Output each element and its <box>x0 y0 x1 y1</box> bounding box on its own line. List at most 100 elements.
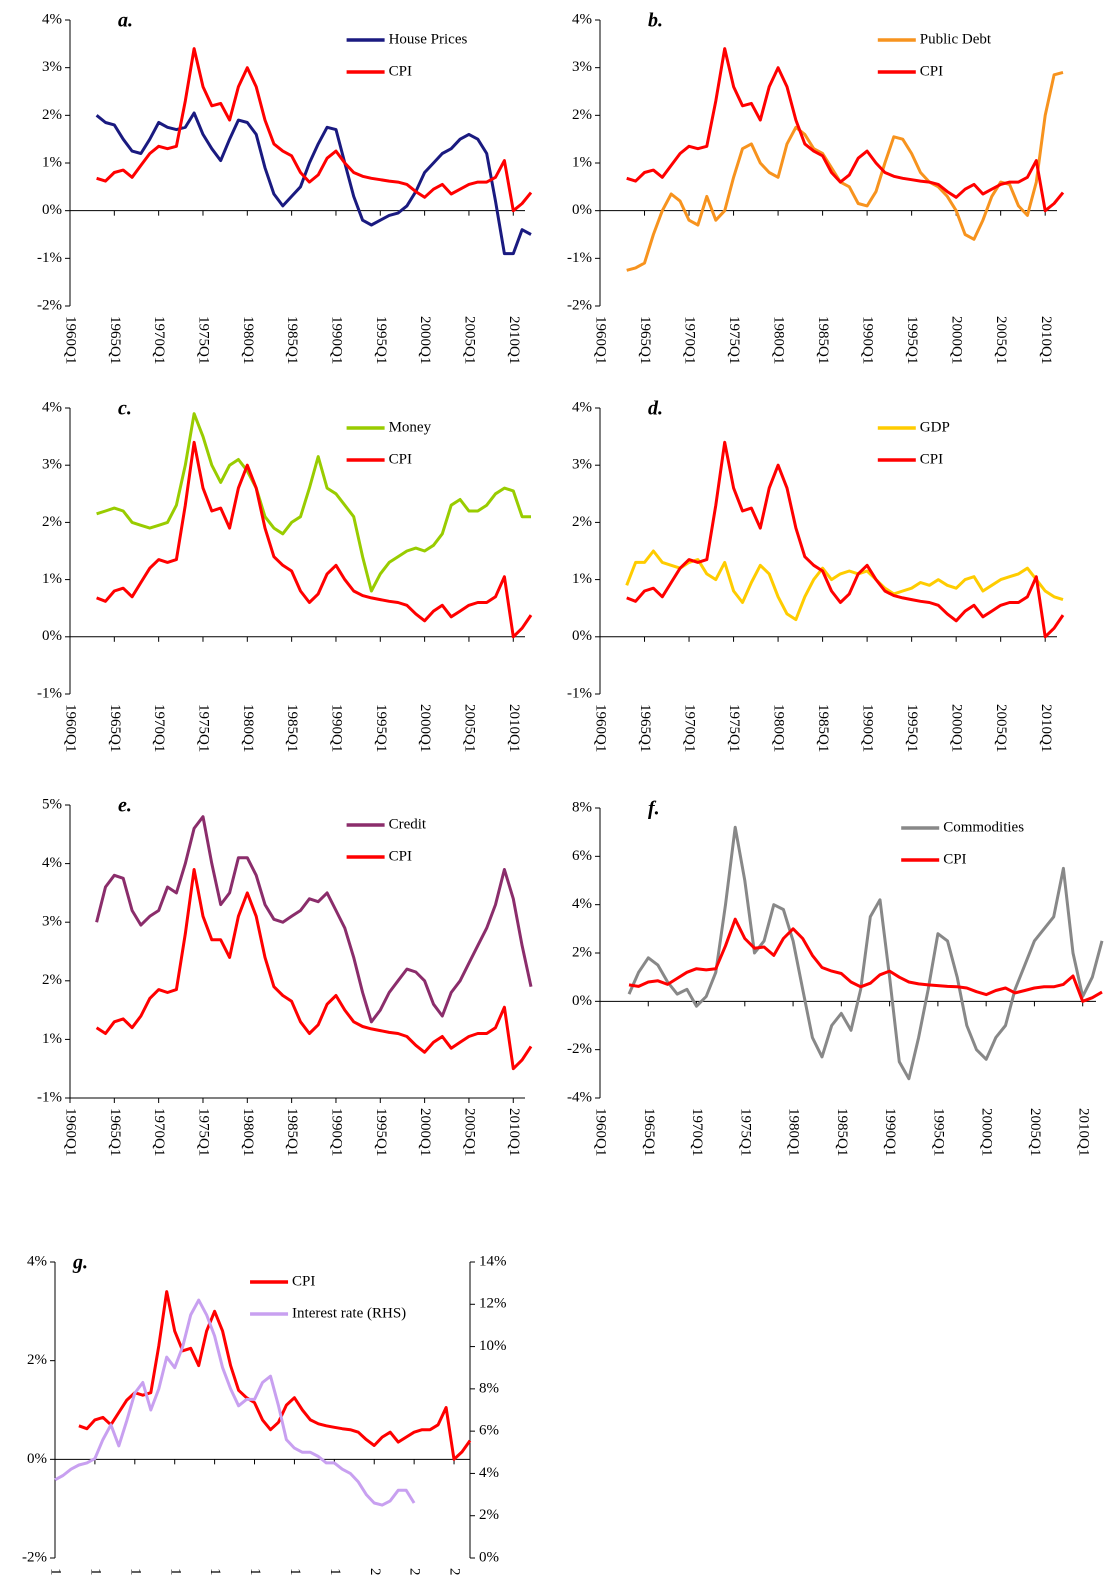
legend-label: CPI <box>389 848 412 864</box>
legend-label: CPI <box>920 451 943 467</box>
x-tick-label: 1990Q1 <box>287 1568 303 1575</box>
y-tick-label: -1% <box>567 685 592 701</box>
x-tick-label: 1995Q1 <box>327 1568 343 1575</box>
legend-label: GDP <box>920 419 950 435</box>
x-tick-label: 1990Q1 <box>329 316 345 364</box>
y2-tick-label: 12% <box>479 1296 507 1312</box>
x-tick-label: 1980Q1 <box>240 1108 256 1156</box>
series-line <box>626 70 1064 272</box>
x-tick-label: 1980Q1 <box>786 1108 802 1156</box>
y-tick-label: 3% <box>42 914 62 930</box>
x-tick-label: 1980Q1 <box>207 1568 223 1575</box>
x-tick-label: 2010Q1 <box>506 316 522 364</box>
y-tick-label: 2% <box>27 1352 47 1368</box>
legend-label: Money <box>389 419 432 435</box>
x-tick-label: 1975Q1 <box>196 1108 212 1156</box>
y2-tick-label: 6% <box>479 1423 499 1439</box>
y-tick-label: 2% <box>572 514 592 530</box>
x-tick-label: 1965Q1 <box>637 704 653 752</box>
x-tick-label: 1980Q1 <box>240 316 256 364</box>
x-tick-label: 1965Q1 <box>87 1568 103 1575</box>
panel-label: g. <box>72 1252 88 1274</box>
x-tick-label: 2000Q1 <box>979 1108 995 1156</box>
y-tick-label: 4% <box>572 399 592 415</box>
y-tick-label: -1% <box>567 250 592 266</box>
x-tick-label: 1985Q1 <box>815 704 831 752</box>
y-tick-label: -1% <box>37 250 62 266</box>
panel-label: c. <box>118 398 132 420</box>
x-tick-label: 1995Q1 <box>373 316 389 364</box>
series-line <box>54 1298 416 1507</box>
x-tick-label: 1960Q1 <box>593 1108 609 1156</box>
x-tick-label: 2010Q1 <box>1038 316 1054 364</box>
x-tick-label: 2005Q1 <box>993 316 1009 364</box>
legend-label: Commodities <box>943 819 1024 835</box>
y-tick-label: 3% <box>42 59 62 75</box>
x-tick-label: 1995Q1 <box>930 1108 946 1156</box>
y-tick-label: 3% <box>572 59 592 75</box>
y-tick-label: 1% <box>42 1031 62 1047</box>
y2-tick-label: 8% <box>479 1380 499 1396</box>
x-tick-label: 1985Q1 <box>815 316 831 364</box>
x-tick-label: 1970Q1 <box>151 1108 167 1156</box>
y-tick-label: -4% <box>567 1089 592 1105</box>
y-tick-label: 5% <box>42 796 62 812</box>
y2-tick-label: 14% <box>479 1253 507 1269</box>
x-tick-label: 2000Q1 <box>417 316 433 364</box>
y-tick-label: 4% <box>572 896 592 912</box>
x-tick-label: 1975Q1 <box>726 316 742 364</box>
x-tick-label: 1960Q1 <box>63 704 79 752</box>
x-tick-label: 2010Q1 <box>506 704 522 752</box>
x-tick-label: 1985Q1 <box>284 1108 300 1156</box>
legend-label: CPI <box>389 451 412 467</box>
x-tick-label: 1970Q1 <box>127 1568 143 1575</box>
legend-label: CPI <box>292 1273 315 1289</box>
x-tick-label: 2005Q1 <box>462 1108 478 1156</box>
series-line <box>95 868 533 1071</box>
y-tick-label: 2% <box>42 972 62 988</box>
y-tick-label: 0% <box>42 202 62 218</box>
series-line <box>96 47 533 213</box>
y-tick-label: 1% <box>572 571 592 587</box>
y-tick-label: 4% <box>42 855 62 871</box>
legend-label: House Prices <box>389 31 468 47</box>
x-tick-label: 1970Q1 <box>151 316 167 364</box>
y-tick-label: -2% <box>567 297 592 313</box>
series-line <box>78 1290 472 1461</box>
legend-label: Public Debt <box>920 31 992 47</box>
x-tick-label: 2000Q1 <box>417 1108 433 1156</box>
y-tick-label: 2% <box>42 514 62 530</box>
x-tick-label: 2000Q1 <box>367 1568 383 1575</box>
x-tick-label: 1995Q1 <box>373 704 389 752</box>
x-tick-label: 1960Q1 <box>48 1568 64 1575</box>
x-tick-label: 1965Q1 <box>641 1108 657 1156</box>
x-tick-label: 1965Q1 <box>107 316 123 364</box>
y-tick-label: -1% <box>37 685 62 701</box>
y-tick-label: -1% <box>37 1089 62 1105</box>
x-tick-label: 1960Q1 <box>593 316 609 364</box>
legend-label: Credit <box>389 816 427 832</box>
x-tick-label: 1985Q1 <box>834 1108 850 1156</box>
x-tick-label: 1980Q1 <box>771 704 787 752</box>
x-tick-label: 1960Q1 <box>63 316 79 364</box>
x-tick-label: 1990Q1 <box>860 704 876 752</box>
series-line <box>628 917 1103 1003</box>
x-tick-label: 1960Q1 <box>63 1108 79 1156</box>
x-tick-label: 1965Q1 <box>107 1108 123 1156</box>
x-tick-label: 1980Q1 <box>771 316 787 364</box>
y-tick-label: -2% <box>37 297 62 313</box>
y2-tick-label: 4% <box>479 1465 499 1481</box>
x-tick-label: 2010Q1 <box>447 1568 463 1575</box>
y-tick-label: -2% <box>22 1549 47 1565</box>
x-tick-label: 1995Q1 <box>904 704 920 752</box>
panel-label: f. <box>648 798 660 820</box>
panel-label: a. <box>118 10 133 32</box>
y-tick-label: 8% <box>572 799 592 815</box>
x-tick-label: 1970Q1 <box>689 1108 705 1156</box>
x-tick-label: 1985Q1 <box>284 704 300 752</box>
series-line <box>95 815 533 1024</box>
y-tick-label: 2% <box>572 944 592 960</box>
x-tick-label: 1980Q1 <box>240 704 256 752</box>
x-tick-label: 1990Q1 <box>329 704 345 752</box>
